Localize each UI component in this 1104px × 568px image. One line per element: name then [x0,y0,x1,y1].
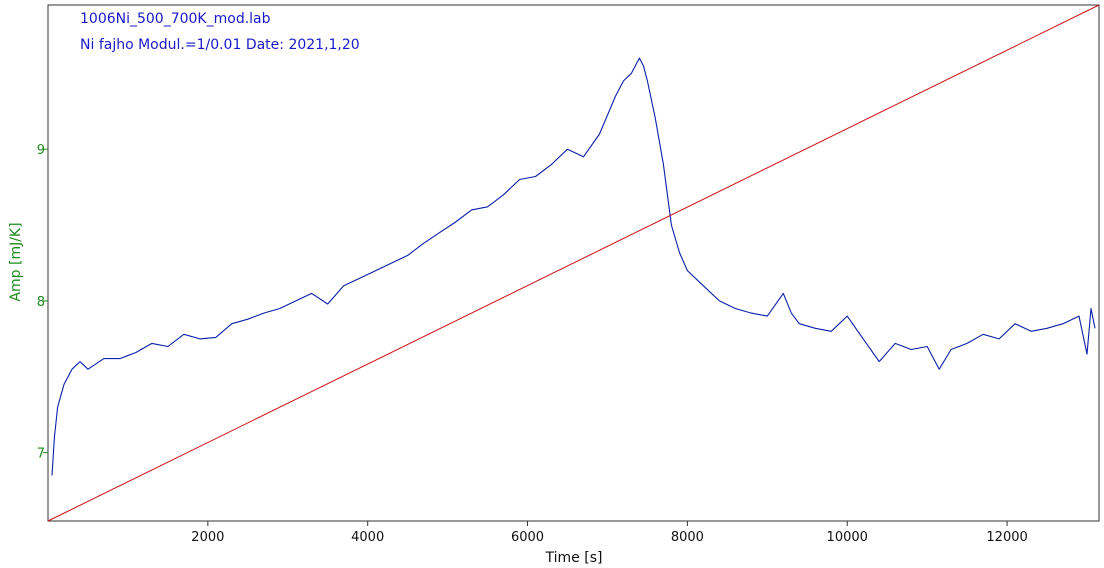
x-tick-label: 6000 [511,530,544,545]
x-tick-label: 8000 [671,530,704,545]
x-axis-label: Time [s] [545,550,603,566]
temperature-series-line [47,4,1100,522]
x-tick-label: 2000 [191,530,224,545]
x-tick-label: 10000 [827,530,868,545]
y-tick-label: 9 [37,143,45,158]
plot-frame [47,4,1100,522]
x-tick-label: 4000 [351,530,384,545]
x-ticks: 2000 4000 6000 8000 10000 12000 [191,521,1028,545]
y-tick-label: 8 [37,295,45,310]
y-ticks: 7 8 9 [37,143,48,462]
chart-title-line-2: Ni fajho Modul.=1/0.01 Date: 2021,1,20 [80,37,360,53]
y-axis-label: Amp [mJ/K] [8,222,24,301]
y-tick-label: 7 [37,447,45,462]
chart-title-line-1: 1006Ni_500_700K_mod.lab [80,11,271,27]
x-tick-label: 12000 [986,530,1027,545]
series-layer [47,4,1100,522]
amp-series-line [51,57,1096,476]
